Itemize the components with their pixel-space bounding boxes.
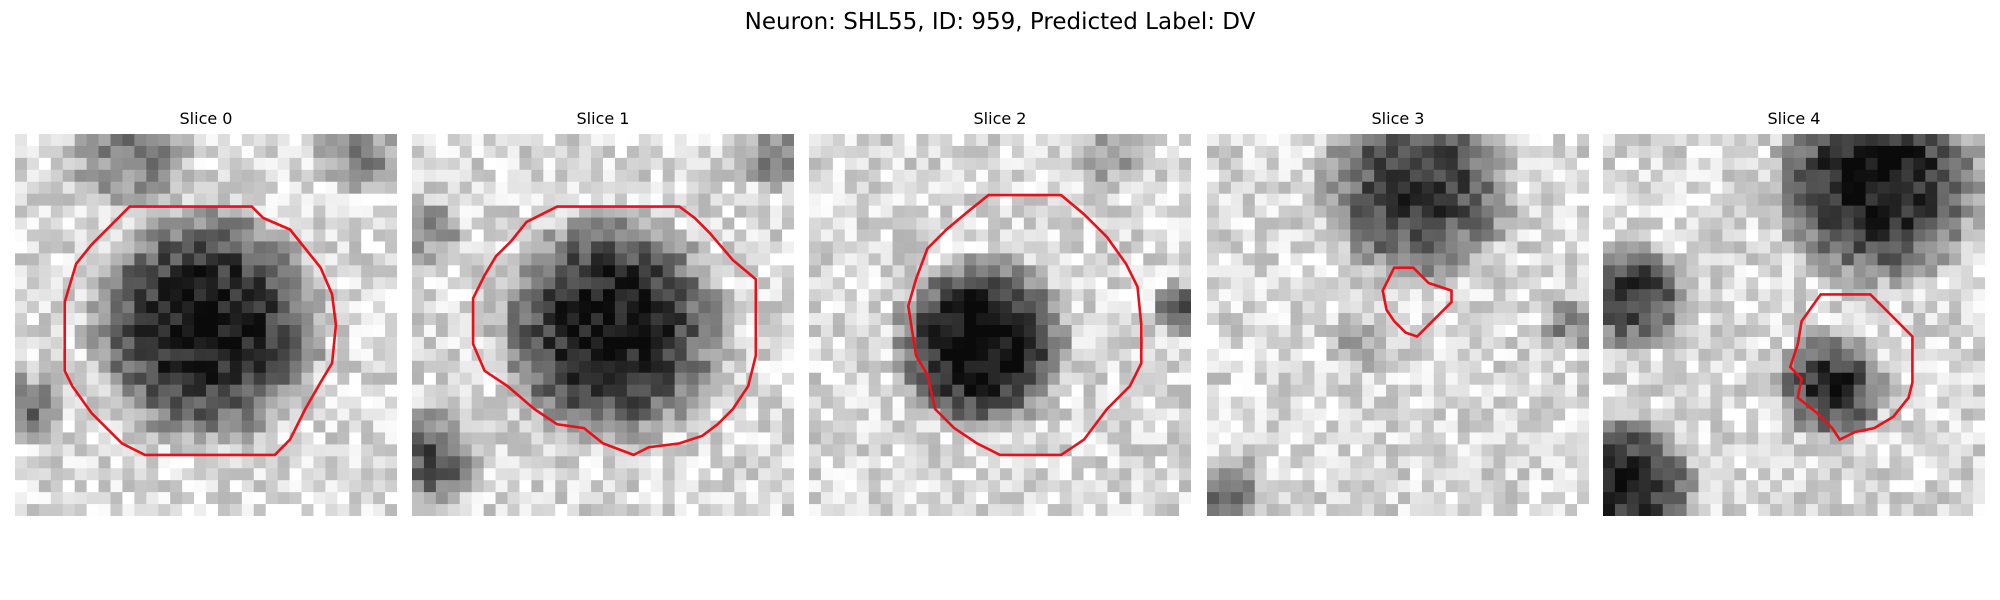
slice-title-4: Slice 4: [1767, 109, 1821, 128]
roi-contour: [63, 205, 338, 457]
pixel-grid: [1603, 134, 1985, 516]
pixel-grid: [1207, 134, 1589, 516]
slice-image-3: [1207, 134, 1589, 516]
slice-image-4: [1603, 134, 1985, 516]
slice-title-3: Slice 3: [1371, 109, 1425, 128]
roi-contour: [906, 193, 1143, 457]
roi-contour: [471, 205, 758, 457]
slice-title-1: Slice 1: [576, 109, 630, 128]
pixel-grid: [809, 134, 1191, 516]
slice-title-0: Slice 0: [179, 109, 233, 128]
figure-title: Neuron: SHL55, ID: 959, Predicted Label:…: [744, 9, 1256, 35]
slice-image-2: [809, 134, 1191, 516]
pixel-grid: [412, 134, 794, 516]
slice-image-1: [412, 134, 794, 516]
slice-image-0: [15, 134, 397, 516]
roi-contour: [1788, 293, 1914, 442]
slice-title-2: Slice 2: [973, 109, 1027, 128]
pixel-grid: [15, 134, 397, 516]
roi-contour: [1381, 266, 1453, 338]
